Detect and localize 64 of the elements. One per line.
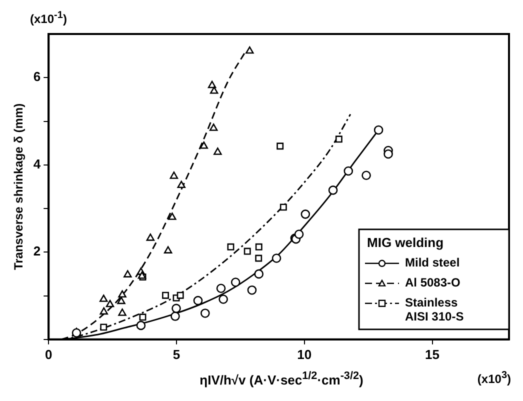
point [100, 324, 108, 331]
point [276, 142, 284, 150]
point [136, 320, 146, 330]
point [208, 80, 216, 88]
legend-label: Al 5083-O [405, 276, 460, 290]
point [230, 278, 240, 287]
point [118, 308, 126, 316]
point [170, 172, 178, 179]
point [100, 294, 108, 302]
point [209, 124, 218, 131]
point [139, 314, 146, 321]
point [247, 285, 257, 295]
point [170, 312, 180, 321]
legend-title: MIG welding [367, 234, 444, 250]
point [216, 284, 226, 294]
point [210, 86, 218, 94]
point [254, 269, 264, 279]
x-tick-label: 0 [45, 346, 52, 362]
point [218, 294, 228, 304]
point [344, 166, 354, 176]
text: (x10$^{-1}$) [30, 10, 67, 26]
point [164, 246, 172, 254]
point [255, 243, 262, 250]
point [146, 234, 155, 241]
legend-label: Stainless AISI 310-S [405, 296, 464, 324]
point [384, 149, 393, 159]
point [117, 296, 126, 304]
point [100, 307, 108, 315]
legend-label: Mild steel [405, 256, 460, 270]
point [328, 186, 338, 195]
x-axis-title: ηIV/h√v (A·V·sec$^{1/2}$·cm$^{-3/2}$) [200, 370, 364, 388]
point [124, 270, 132, 278]
point [176, 292, 184, 299]
point [272, 254, 282, 263]
point [280, 204, 287, 211]
text: (x10$^{3}$) [477, 370, 511, 386]
point [172, 304, 181, 314]
point [214, 148, 222, 155]
point [106, 300, 114, 308]
y-tick-label: 6 [33, 69, 41, 84]
point [118, 290, 126, 298]
x-tick-label: 15 [425, 346, 440, 362]
point [227, 243, 234, 250]
point [255, 254, 262, 262]
point [177, 180, 186, 188]
y-tick-label: 4 [33, 156, 42, 172]
point [335, 136, 342, 143]
point [168, 212, 176, 220]
point [72, 328, 82, 338]
point [193, 296, 203, 306]
point [374, 125, 384, 135]
y-tick-label: 2 [33, 244, 41, 259]
y-axis-title: Transverse shrinkage δ (mm) [12, 103, 26, 270]
point [246, 46, 254, 54]
point [244, 248, 251, 255]
point [200, 141, 208, 149]
point [200, 308, 210, 318]
x-tick-label: 10 [297, 346, 312, 362]
point [162, 292, 169, 299]
point [362, 170, 371, 180]
point [300, 210, 310, 219]
x-tick-label: 5 [172, 346, 180, 362]
point [138, 271, 146, 279]
point [294, 230, 304, 239]
